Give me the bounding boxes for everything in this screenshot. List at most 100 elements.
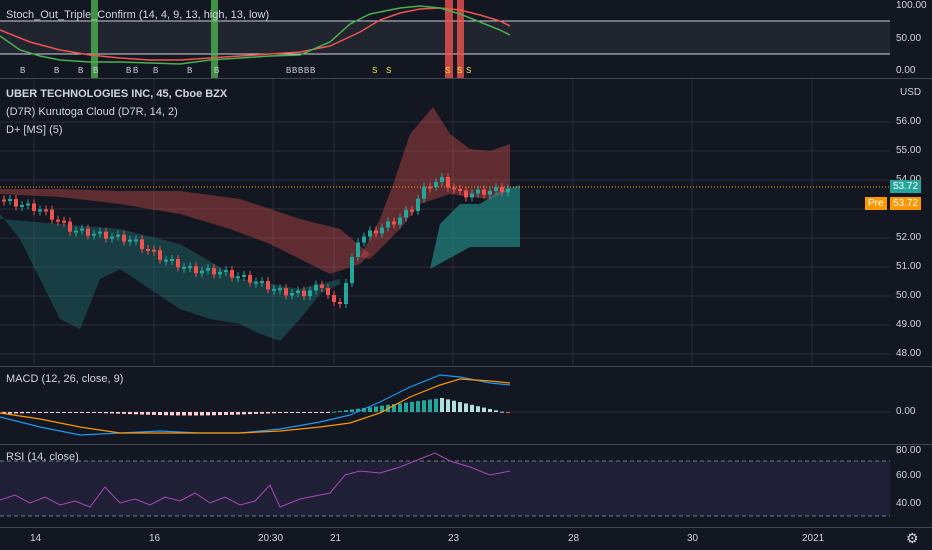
candle-body [128, 239, 132, 242]
candle-body [476, 189, 480, 194]
candle-body [422, 186, 426, 199]
candle-body [428, 186, 432, 189]
candle-body [110, 236, 114, 239]
macd-bar [494, 410, 498, 412]
macd-bar [86, 412, 90, 413]
candle-body [410, 209, 414, 212]
main-price-pane[interactable]: UBER TECHNOLOGIES INC, 45, Cboe BZX (D7R… [0, 79, 890, 365]
candle-body [248, 274, 252, 283]
main-price-axis[interactable]: USD 56.00 55.00 54.00 52.00 51.00 50.00 … [890, 79, 932, 365]
candle-body [470, 193, 474, 198]
currency-label: USD [900, 87, 922, 98]
signal-label: S [466, 66, 472, 75]
stoch-price-axis[interactable]: 100.00 50.00 0.00 [890, 0, 932, 78]
candle-body [494, 187, 498, 191]
signal-label: B [286, 66, 292, 75]
macd-bar [50, 412, 54, 413]
indicator-label-dplus[interactable]: D+ [MS] (5) [6, 124, 63, 136]
macd-bar [344, 410, 348, 412]
macd-bar [260, 412, 264, 414]
macd-bar [326, 412, 330, 413]
pane-separator[interactable] [0, 444, 932, 445]
macd-bar [128, 412, 132, 415]
candle-body [164, 259, 168, 262]
candle-body [398, 217, 402, 225]
signal-label: S [372, 66, 378, 75]
macd-bar [284, 412, 288, 413]
macd-axis[interactable]: 0.00 [890, 367, 932, 444]
axis-tick: 54.00 [896, 174, 921, 185]
candle-body [404, 209, 408, 218]
macd-bar [134, 412, 138, 415]
signal-label: B [133, 66, 139, 75]
macd-bar [428, 399, 432, 412]
candle-body [488, 190, 492, 195]
axis-tick: 56.00 [896, 116, 922, 127]
macd-bar [434, 398, 438, 412]
macd-bar [110, 412, 114, 414]
candle-body [434, 182, 438, 187]
macd-bar [338, 410, 342, 412]
pane-separator[interactable] [0, 366, 932, 367]
macd-bar [380, 405, 384, 412]
macd-bar [26, 412, 30, 414]
candle-body [416, 198, 420, 211]
settings-icon[interactable]: ⚙ [906, 530, 919, 546]
candle-body [260, 281, 264, 283]
time-tick: 28 [568, 533, 580, 544]
rsi-chart [0, 452, 890, 517]
stoch-pane[interactable]: Stoch_Out_Triple_Confirm (14, 4, 9, 13, … [0, 0, 890, 78]
stoch-chart [0, 0, 890, 78]
axis-tick: 48.00 [896, 348, 922, 359]
signal-label: B [310, 66, 316, 75]
macd-pane[interactable]: MACD (12, 26, close, 9) [0, 367, 890, 444]
symbol-title[interactable]: UBER TECHNOLOGIES INC, 45, Cboe BZX [6, 88, 228, 100]
axis-tick: 0.00 [896, 65, 916, 76]
macd-bar [56, 412, 60, 413]
candle-body [92, 233, 96, 236]
macd-title[interactable]: MACD (12, 26, close, 9) [6, 373, 124, 385]
macd-bar [398, 403, 402, 412]
candle-body [188, 266, 192, 269]
macd-bar [488, 408, 492, 412]
candle-body [32, 203, 36, 211]
rsi-title[interactable]: RSI (14, close) [6, 451, 79, 463]
candle-body [320, 284, 324, 288]
macd-bar [140, 412, 144, 415]
candle-body [74, 230, 78, 233]
signal-label: S [457, 66, 463, 75]
macd-bar [320, 412, 324, 413]
pane-separator[interactable] [0, 78, 932, 79]
axis-tick: 60.00 [896, 470, 922, 481]
candle-body [458, 189, 462, 191]
candle-body [104, 231, 108, 239]
candle-body [158, 250, 162, 260]
macd-bar [194, 412, 198, 416]
candle-body [500, 187, 504, 193]
macd-bar [506, 412, 510, 414]
candle-body [152, 249, 156, 252]
candle-body [56, 219, 60, 222]
signal-label: S [445, 66, 451, 75]
rsi-pane[interactable]: RSI (14, close) [0, 445, 890, 527]
candle-body [326, 288, 330, 295]
candle-body [62, 220, 66, 223]
macd-bar [218, 412, 222, 416]
macd-bar [14, 412, 18, 414]
candle-body [464, 190, 468, 198]
rsi-axis[interactable]: 80.00 60.00 40.00 [890, 445, 932, 527]
time-axis[interactable]: 14 16 20:30 21 23 28 30 2021 ⚙ [0, 528, 932, 550]
candle-body [26, 203, 30, 206]
candle-body [116, 234, 120, 237]
macd-bar [230, 412, 234, 415]
candle-body [332, 295, 336, 302]
pane-separator[interactable] [0, 527, 932, 528]
axis-tick: 51.00 [896, 261, 922, 272]
indicator-label-cloud[interactable]: (D7R) Kurutoga Cloud (D7R, 14, 2) [6, 106, 178, 118]
macd-bar [476, 406, 480, 412]
axis-tick: 55.00 [896, 145, 922, 156]
signal-label: B [54, 66, 60, 75]
macd-bar [458, 402, 462, 412]
signal-label: B [78, 66, 84, 75]
macd-bar [404, 402, 408, 412]
